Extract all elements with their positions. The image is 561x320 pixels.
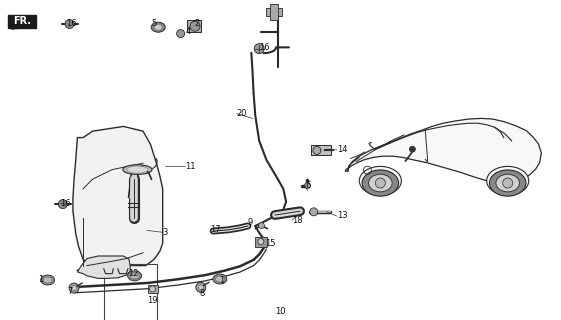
Circle shape (503, 178, 513, 188)
Ellipse shape (130, 273, 139, 279)
Circle shape (190, 21, 200, 31)
Ellipse shape (489, 170, 526, 196)
Text: 14: 14 (337, 145, 347, 154)
Bar (104, 264, 157, 320)
Circle shape (375, 178, 385, 188)
Circle shape (254, 44, 264, 54)
Ellipse shape (151, 22, 165, 32)
Polygon shape (345, 118, 541, 183)
Circle shape (310, 208, 318, 216)
Bar (255, 236, 267, 247)
Text: 9: 9 (248, 218, 253, 227)
Text: 6: 6 (305, 181, 311, 190)
Circle shape (410, 146, 415, 152)
Circle shape (72, 285, 76, 291)
Bar (148, 285, 158, 293)
Circle shape (259, 223, 264, 228)
Ellipse shape (43, 277, 52, 283)
Text: 18: 18 (292, 216, 302, 225)
Ellipse shape (359, 166, 401, 195)
Polygon shape (73, 126, 163, 266)
Circle shape (65, 20, 74, 28)
Circle shape (177, 30, 185, 38)
Circle shape (313, 146, 321, 154)
Circle shape (150, 286, 155, 292)
Circle shape (305, 183, 310, 188)
Text: 7: 7 (67, 287, 73, 296)
Circle shape (258, 239, 264, 244)
Text: 3: 3 (163, 228, 168, 237)
Polygon shape (77, 256, 130, 278)
Text: 16: 16 (259, 43, 270, 52)
Text: 4: 4 (185, 27, 190, 36)
Text: 8: 8 (199, 289, 205, 298)
Circle shape (58, 200, 67, 209)
Text: 19: 19 (147, 296, 158, 305)
Bar (187, 20, 201, 32)
Text: FR.: FR. (13, 16, 31, 26)
Text: 1: 1 (219, 276, 224, 285)
Text: 10: 10 (275, 307, 286, 316)
Ellipse shape (213, 274, 227, 284)
Bar (8, 15, 36, 28)
Ellipse shape (123, 165, 152, 174)
Ellipse shape (41, 275, 54, 285)
Ellipse shape (362, 170, 398, 196)
Text: 12: 12 (128, 269, 139, 278)
Ellipse shape (128, 271, 141, 281)
Text: 13: 13 (337, 212, 347, 220)
Bar (311, 145, 331, 156)
Text: 5: 5 (151, 19, 157, 28)
Text: 16: 16 (66, 19, 77, 28)
Circle shape (69, 283, 79, 293)
Text: 16: 16 (61, 199, 71, 208)
Bar (270, 4, 278, 20)
Ellipse shape (486, 166, 528, 195)
Text: 17: 17 (210, 225, 221, 234)
Ellipse shape (154, 24, 162, 30)
Ellipse shape (127, 166, 148, 173)
Circle shape (196, 282, 206, 292)
Ellipse shape (496, 174, 519, 192)
Text: 20: 20 (237, 109, 247, 118)
Text: 1: 1 (38, 276, 43, 284)
Text: 15: 15 (265, 239, 275, 248)
Circle shape (199, 285, 203, 290)
Text: 2: 2 (195, 19, 200, 28)
Bar (266, 8, 282, 16)
Ellipse shape (215, 276, 224, 282)
Text: 11: 11 (185, 162, 196, 171)
Ellipse shape (369, 174, 392, 192)
